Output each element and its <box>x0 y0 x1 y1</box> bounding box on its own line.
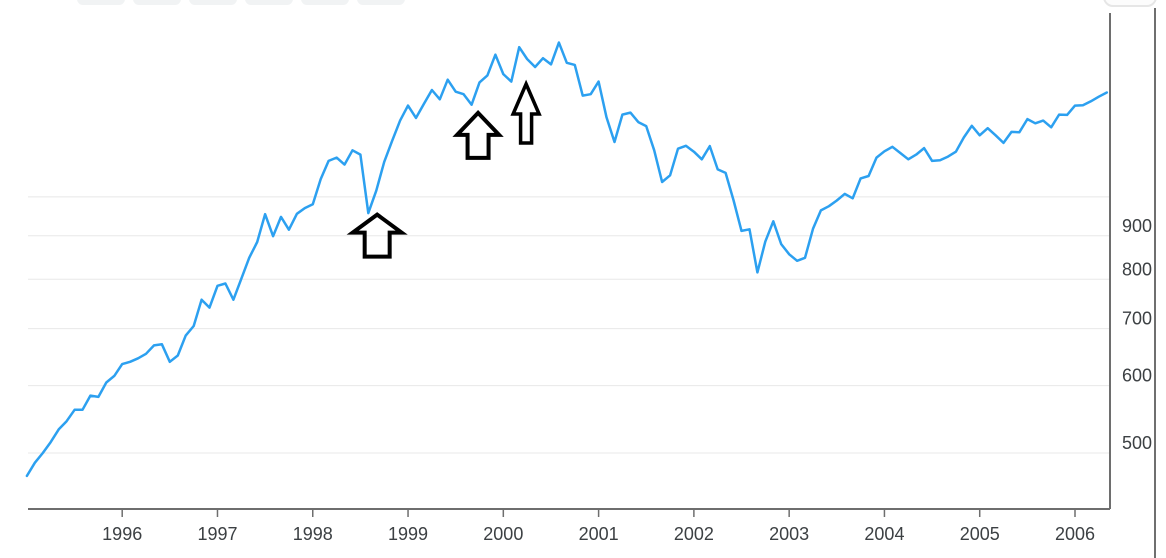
range-button[interactable] <box>77 0 125 5</box>
right-edge-border <box>1154 8 1156 558</box>
range-button[interactable] <box>357 0 405 5</box>
x-axis-label: 2006 <box>1055 524 1095 544</box>
x-axis-label: 2002 <box>674 524 714 544</box>
y-axis-label: 700 <box>1122 309 1152 329</box>
x-axis-label: 2005 <box>960 524 1000 544</box>
x-axis-label: 2004 <box>864 524 904 544</box>
x-axis-label: 1998 <box>293 524 333 544</box>
range-button[interactable] <box>133 0 181 5</box>
x-axis-label: 1996 <box>102 524 142 544</box>
price-line <box>25 41 1109 478</box>
y-axis-label: 800 <box>1122 259 1152 279</box>
chart-options-button[interactable] <box>1103 0 1157 7</box>
y-axis-label: 900 <box>1122 216 1152 236</box>
range-button[interactable] <box>245 0 293 5</box>
up-arrow-early-2000 <box>510 79 542 145</box>
range-button[interactable] <box>189 0 237 5</box>
x-axis-label: 2001 <box>579 524 619 544</box>
x-axis-label: 1999 <box>388 524 428 544</box>
range-button[interactable] <box>301 0 349 5</box>
y-axis-label: 600 <box>1122 366 1152 386</box>
up-arrow-1998-dip <box>346 212 408 259</box>
x-axis-label: 1997 <box>197 524 237 544</box>
x-axis-label: 2003 <box>769 524 809 544</box>
up-arrow-late-1999 <box>452 109 504 160</box>
y-axis-label: 500 <box>1122 433 1152 453</box>
x-axis-label: 2000 <box>483 524 523 544</box>
